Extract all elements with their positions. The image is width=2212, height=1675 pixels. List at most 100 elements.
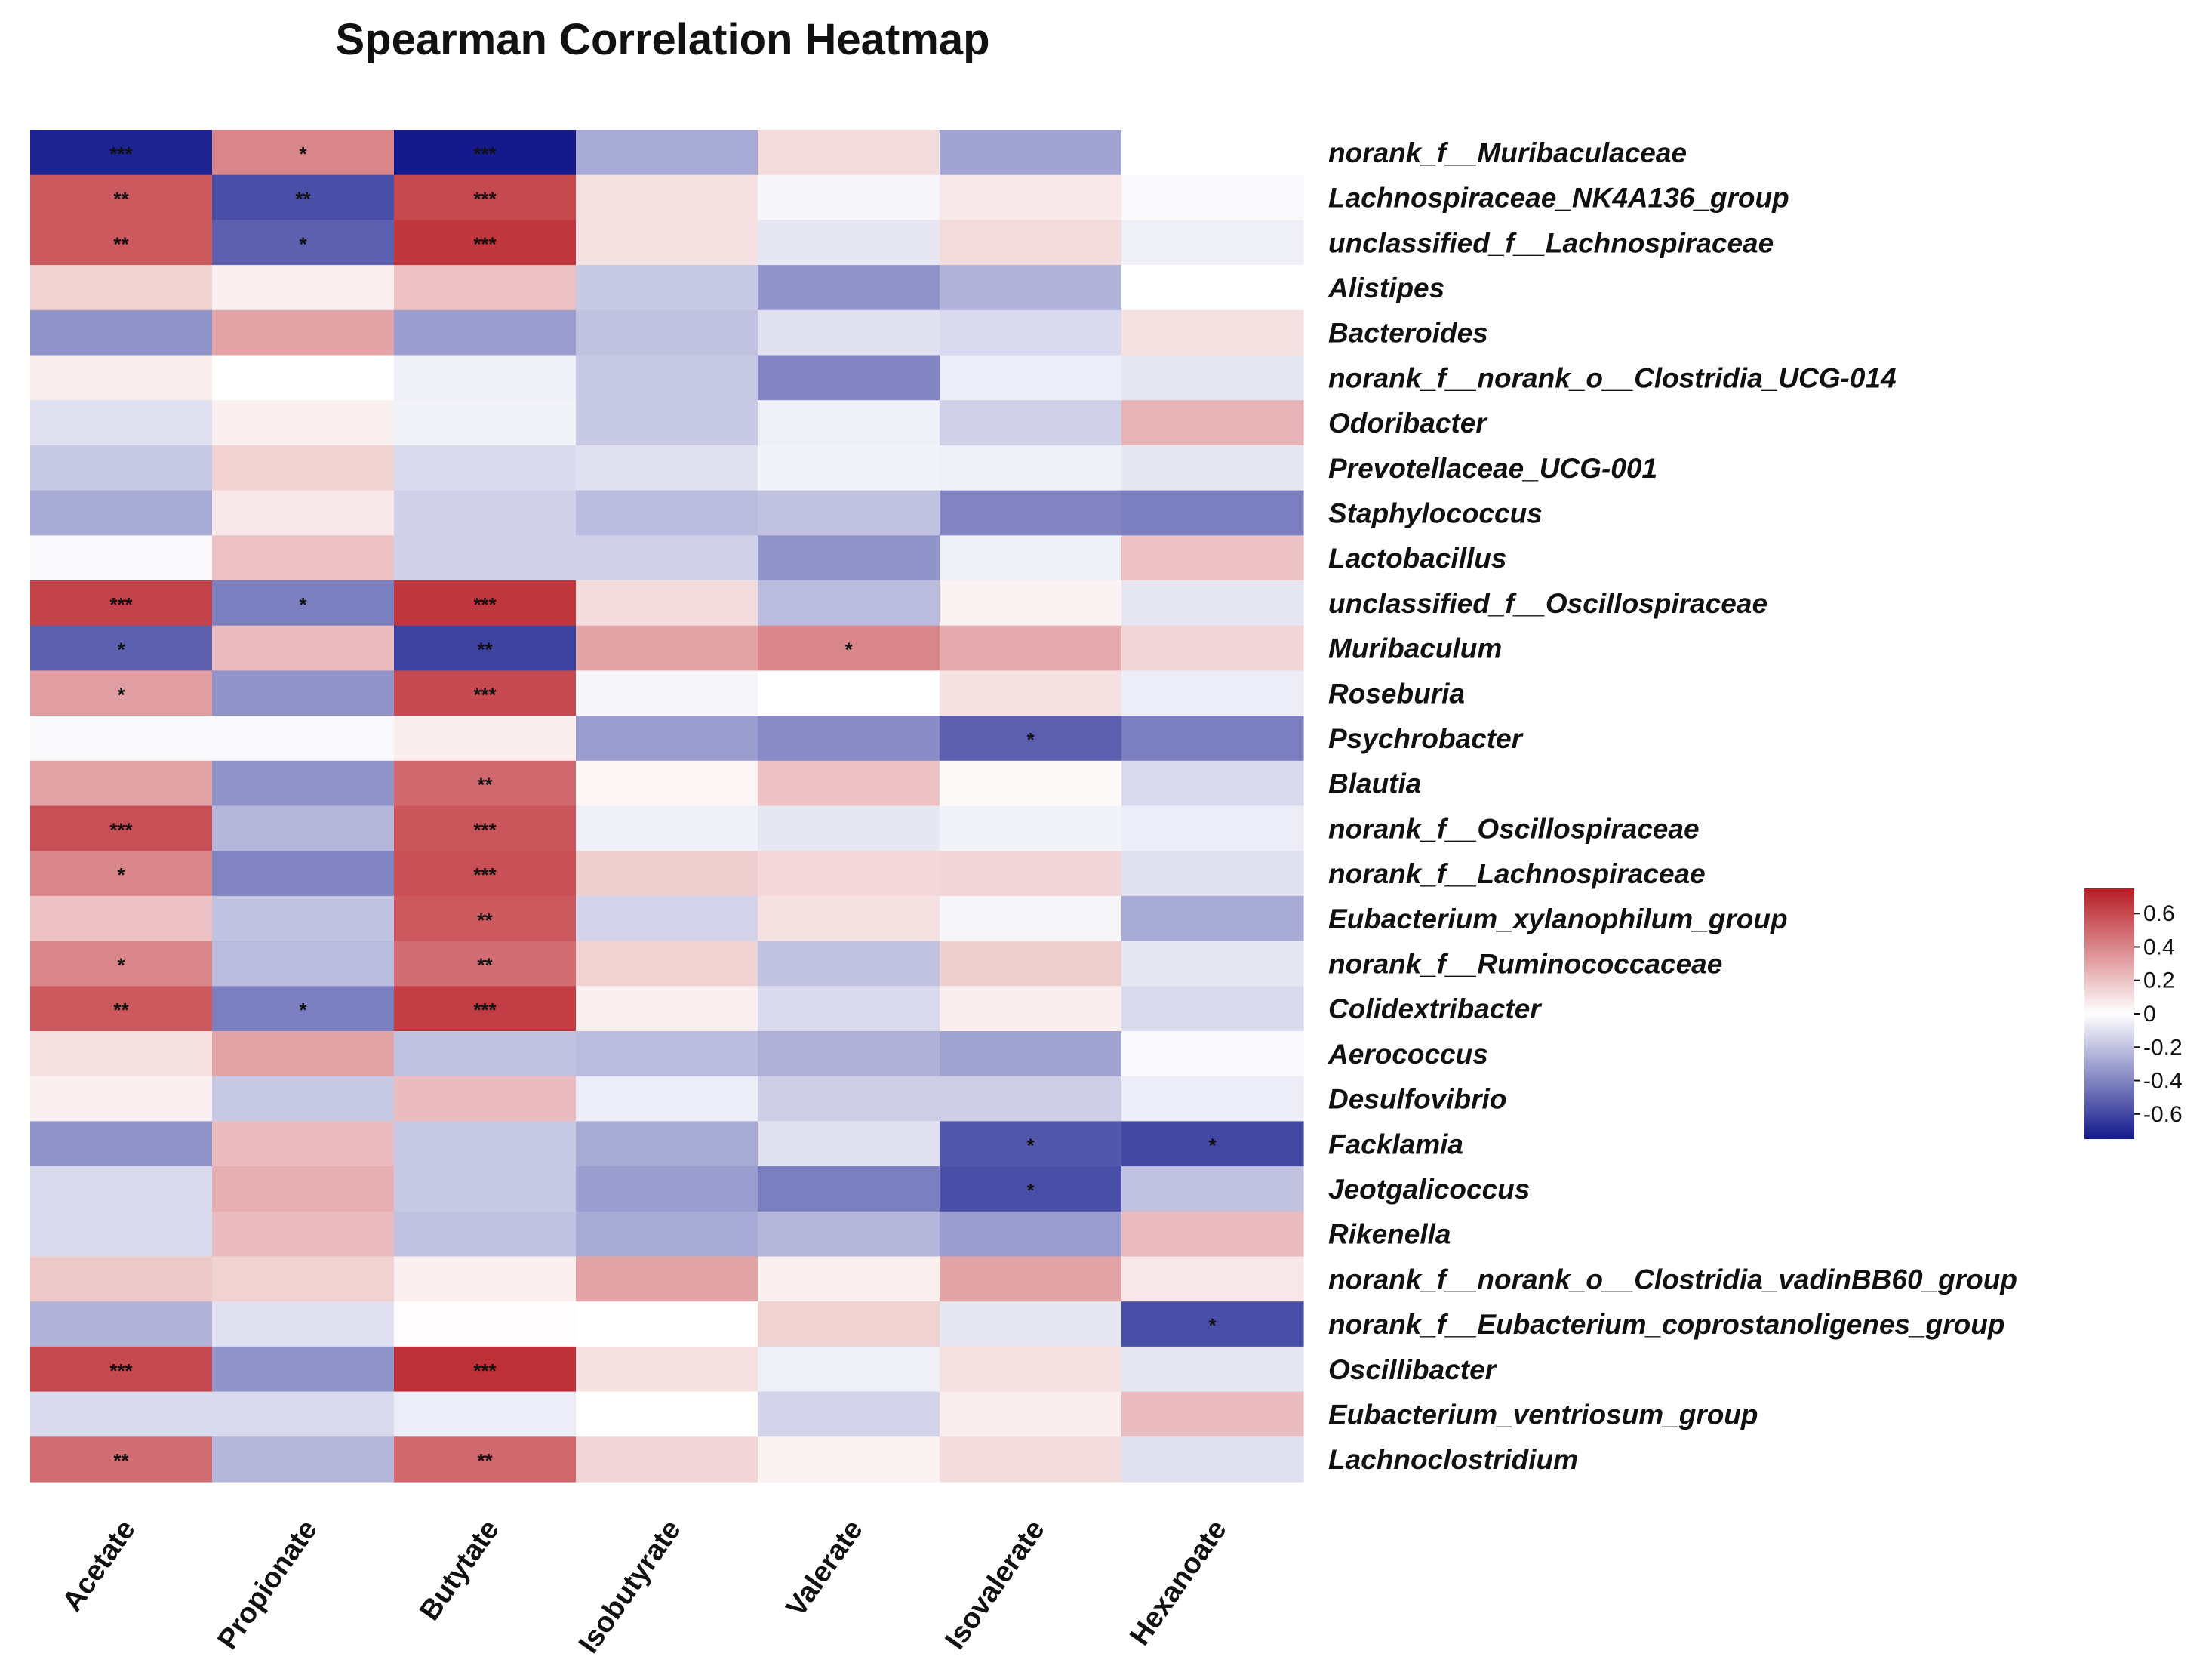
heatmap-cell bbox=[576, 1076, 758, 1122]
significance-mark: ** bbox=[477, 639, 493, 661]
heatmap-cell bbox=[758, 986, 940, 1032]
row-label: Staphylococcus bbox=[1328, 497, 1543, 528]
heatmap-cell bbox=[1121, 265, 1304, 311]
heatmap-cell bbox=[212, 309, 395, 356]
heatmap-cell bbox=[394, 1076, 577, 1122]
heatmap-cell bbox=[940, 580, 1122, 627]
row-label: Roseburia bbox=[1328, 678, 1465, 709]
heatmap-cell bbox=[212, 625, 395, 671]
row-label: Psychrobacter bbox=[1328, 723, 1524, 754]
heatmap-cell bbox=[394, 1031, 577, 1077]
heatmap-cell bbox=[30, 716, 213, 762]
color-legend: 0.6 0.4 0.2 0 -0.2 -0.4 -0.6 bbox=[2084, 888, 2183, 1139]
heatmap-cell bbox=[212, 851, 395, 897]
significance-mark: * bbox=[1026, 1134, 1035, 1156]
significance-mark: * bbox=[117, 864, 125, 886]
heatmap-cell bbox=[394, 986, 577, 1032]
column-label: Isobutyrate bbox=[573, 1514, 688, 1659]
row-label: norank_f__norank_o__Clostridia_UCG-014 bbox=[1328, 362, 1897, 393]
heatmap-cell bbox=[30, 670, 213, 716]
heatmap-cell bbox=[30, 490, 213, 536]
heatmap-cell bbox=[758, 309, 940, 356]
heatmap-cell bbox=[940, 265, 1122, 311]
heatmap-cell bbox=[394, 1121, 577, 1167]
heatmap-cell bbox=[940, 1391, 1122, 1437]
heatmap-cell bbox=[394, 580, 577, 627]
heatmap-cell bbox=[758, 490, 940, 536]
significance-mark: * bbox=[1026, 728, 1035, 751]
heatmap-cell bbox=[576, 941, 758, 987]
heatmap-cell bbox=[940, 625, 1122, 671]
heatmap-cell bbox=[394, 716, 577, 762]
heatmap-cell bbox=[758, 265, 940, 311]
heatmap-cell bbox=[394, 445, 577, 491]
heatmap-cell bbox=[940, 1346, 1122, 1393]
heatmap-cell bbox=[940, 355, 1122, 401]
heatmap-cell bbox=[394, 1391, 577, 1437]
significance-mark: * bbox=[299, 999, 307, 1021]
heatmap-cell bbox=[576, 309, 758, 356]
heatmap-cell bbox=[758, 220, 940, 266]
row-label: norank_f__Ruminococcaceae bbox=[1328, 948, 1722, 979]
heatmap-cell bbox=[576, 1031, 758, 1077]
heatmap-cell bbox=[212, 490, 395, 536]
heatmap-cell bbox=[30, 760, 213, 807]
heatmap-cell bbox=[212, 1211, 395, 1258]
heatmap-cell bbox=[212, 174, 395, 220]
row-label: Prevotellaceae_UCG-001 bbox=[1328, 453, 1657, 484]
row-label: Jeotgalicoccus bbox=[1328, 1174, 1530, 1205]
row-label: Lachnoclostridium bbox=[1328, 1444, 1578, 1475]
heatmap-cell bbox=[394, 941, 577, 987]
heatmap-cell bbox=[940, 986, 1122, 1032]
heatmap-cell bbox=[758, 535, 940, 581]
heatmap-cell bbox=[576, 895, 758, 942]
significance-mark: * bbox=[299, 593, 307, 616]
heatmap-cell bbox=[212, 760, 395, 807]
heatmap-cell bbox=[1121, 130, 1304, 176]
row-label: norank_f__Muribaculaceae bbox=[1328, 137, 1687, 168]
heatmap-cell bbox=[940, 760, 1122, 807]
heatmap-cell bbox=[940, 174, 1122, 220]
significance-mark: *** bbox=[473, 143, 497, 165]
heatmap-cell bbox=[758, 1346, 940, 1393]
row-label: Lachnospiraceae_NK4A136_group bbox=[1328, 183, 1789, 214]
heatmap-cell bbox=[576, 445, 758, 491]
heatmap-cell bbox=[1121, 309, 1304, 356]
heatmap-cell bbox=[1121, 400, 1304, 446]
heatmap-cell bbox=[576, 1301, 758, 1347]
heatmap-cell bbox=[1121, 805, 1304, 851]
heatmap-cell bbox=[212, 1301, 395, 1347]
heatmap-cell bbox=[758, 1121, 940, 1167]
heatmap-cell bbox=[1121, 1166, 1304, 1212]
significance-mark: *** bbox=[109, 593, 133, 616]
column-label: Butytate bbox=[414, 1514, 506, 1627]
heatmap-cell bbox=[576, 1436, 758, 1483]
heatmap-cell bbox=[30, 625, 213, 671]
heatmap-cell bbox=[212, 1121, 395, 1167]
row-label: Blautia bbox=[1328, 768, 1421, 799]
heatmap-cell bbox=[576, 174, 758, 220]
heatmap-cell bbox=[30, 1121, 213, 1167]
row-label: unclassified_f__Oscillospiraceae bbox=[1328, 588, 1767, 619]
significance-mark: ** bbox=[477, 1449, 493, 1472]
heatmap-cell bbox=[940, 130, 1122, 176]
heatmap-cell bbox=[212, 355, 395, 401]
heatmap-cell bbox=[576, 760, 758, 807]
heatmap-cell bbox=[30, 400, 213, 446]
significance-mark: ** bbox=[477, 774, 493, 796]
heatmap-cell bbox=[30, 535, 213, 581]
significance-mark: *** bbox=[109, 1359, 133, 1382]
heatmap-cell bbox=[1121, 220, 1304, 266]
heatmap-cells bbox=[30, 130, 1304, 1483]
heatmap-cell bbox=[212, 1346, 395, 1393]
heatmap-cell bbox=[576, 670, 758, 716]
heatmap-cell bbox=[394, 1211, 577, 1258]
significance-mark: *** bbox=[473, 1359, 497, 1382]
heatmap-cell bbox=[30, 1256, 213, 1302]
heatmap-cell bbox=[758, 760, 940, 807]
heatmap-cell bbox=[1121, 1256, 1304, 1302]
legend-tick-label: 0.4 bbox=[2143, 934, 2175, 959]
heatmap-cell bbox=[940, 1166, 1122, 1212]
heatmap-cell bbox=[758, 805, 940, 851]
heatmap-cell bbox=[758, 670, 940, 716]
